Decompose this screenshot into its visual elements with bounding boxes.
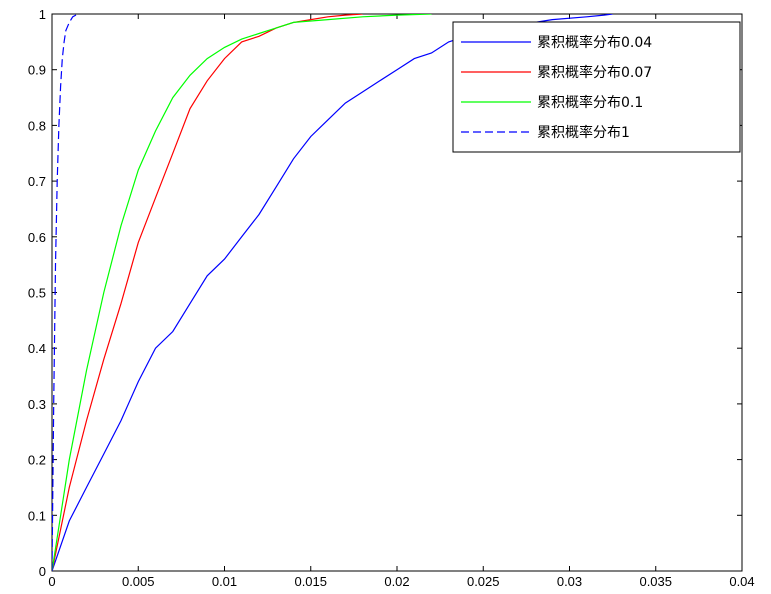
y-tick-label: 1: [39, 7, 46, 22]
x-tick-label: 0: [48, 574, 55, 589]
y-tick-label: 0.5: [28, 286, 46, 301]
legend-label: 累积概率分布0.04: [537, 34, 652, 51]
legend: 累积概率分布0.04 累积概率分布0.07 累积概率分布0.1 累积概率分布1: [452, 21, 741, 153]
y-tick-label: 0.8: [28, 118, 46, 133]
legend-box: [452, 21, 741, 153]
y-tick-label: 0.2: [28, 453, 46, 468]
y-tick-label: 0.1: [28, 508, 46, 523]
y-tick-label: 0.9: [28, 63, 46, 78]
series-line-4: [52, 14, 79, 571]
x-tick-label: 0.03: [557, 574, 582, 589]
x-tick-label: 0.005: [122, 574, 155, 589]
x-tick-label: 0.02: [384, 574, 409, 589]
y-tick-label: 0.7: [28, 174, 46, 189]
legend-label: 累积概率分布0.07: [537, 64, 652, 81]
axis-ticks: 0 0.005 0.01 0.015 0.02 0.025 0.03 0.035 0.04 0 0.…: [28, 7, 755, 589]
series-line-2: [52, 14, 363, 571]
x-tick-label: 0.01: [212, 574, 237, 589]
y-tick-label: 0.6: [28, 230, 46, 245]
series-line-3: [52, 14, 432, 571]
y-tick-label: 0.3: [28, 397, 46, 412]
y-tick-label: 0.4: [28, 341, 46, 356]
x-tick-label: 0.025: [467, 574, 500, 589]
x-tick-label: 0.015: [294, 574, 327, 589]
x-tick-label: 0.04: [729, 574, 754, 589]
legend-label: 累积概率分布0.1: [537, 94, 643, 111]
legend-label: 累积概率分布1: [537, 124, 630, 141]
x-tick-label: 0.035: [639, 574, 672, 589]
y-tick-label: 0: [39, 564, 46, 579]
